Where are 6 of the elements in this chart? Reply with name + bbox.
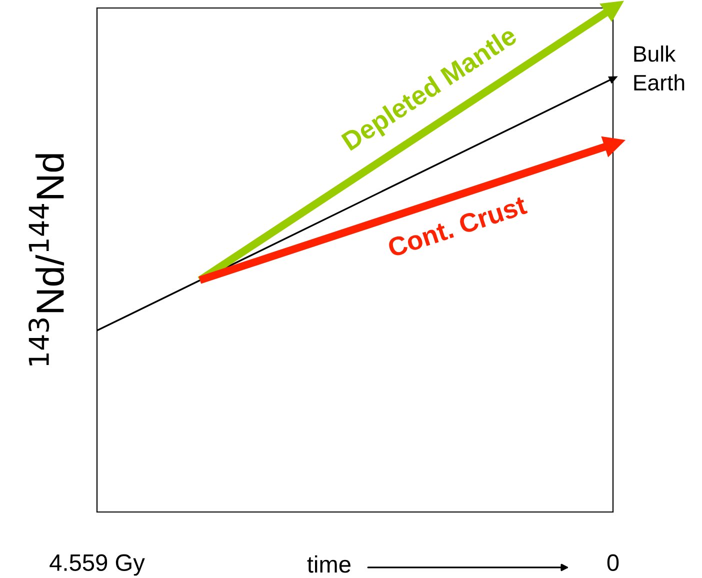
x-tick-label: 0 xyxy=(607,554,619,572)
series-label: Bulk Earth xyxy=(634,45,684,91)
x-axis-title: time xyxy=(307,555,350,573)
y-axis-title: $^{143}$Nd/$^{144}$Nd xyxy=(28,154,64,366)
x-tick-label: 4.559 Gy xyxy=(50,554,145,576)
text: Cont. Crust xyxy=(386,195,528,258)
